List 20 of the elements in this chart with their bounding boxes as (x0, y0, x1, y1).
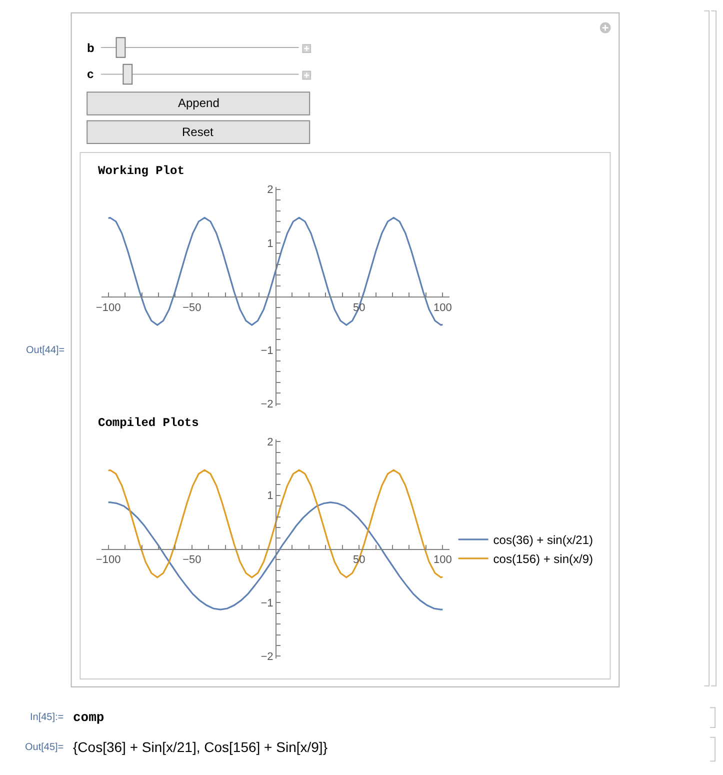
text: {Cos[36] + Sin[x/21], Cos[156] + Sin[x/9]} (73, 739, 328, 755)
y-tick-label: 2 (267, 436, 274, 449)
text: Append (178, 96, 220, 110)
text: In[45]:= (30, 712, 64, 723)
y-tick-label: −2 (260, 651, 274, 664)
chart-title: Compiled Plots (98, 416, 199, 430)
legend-label: cos(156) + sin(x/9) (493, 552, 593, 566)
text: c (87, 67, 94, 81)
y-tick-label: −1 (260, 597, 274, 610)
x-tick-label: −100 (96, 554, 121, 566)
x-tick-label: 100 (433, 554, 452, 566)
text: Reset (182, 125, 214, 139)
text: comp (73, 710, 104, 725)
text: b (87, 41, 94, 55)
text: Out[45]= (25, 742, 64, 753)
legend-label: cos(36) + sin(x/21) (493, 533, 593, 548)
x-tick-label: −50 (182, 554, 202, 566)
x-tick-label: 100 (433, 302, 452, 314)
y-tick-label: 1 (267, 490, 274, 502)
text: Out[44]= (26, 345, 65, 356)
